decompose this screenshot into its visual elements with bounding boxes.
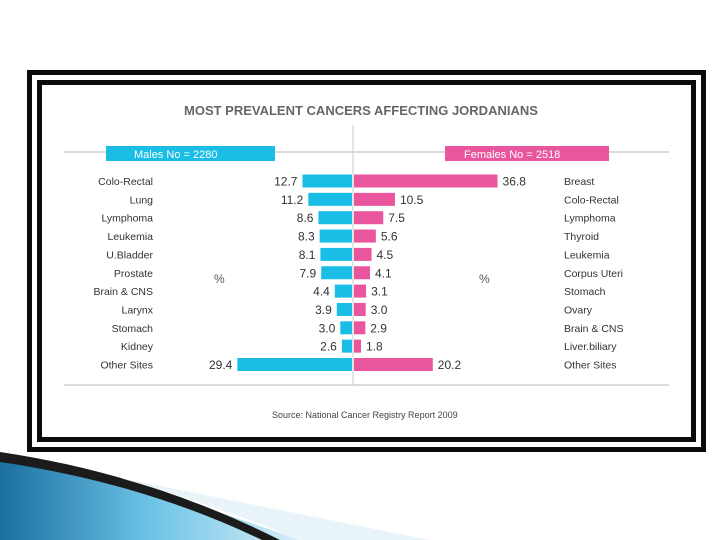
- bars-group: 12.7 Colo-Rectal 11.2 Lung 8.6 Lymphoma 8.3 Leu…: [93, 174, 624, 372]
- female-value-label: 3.1: [371, 285, 388, 299]
- female-category-label: Ovary: [564, 304, 593, 316]
- male-category-label: Kidney: [121, 341, 154, 353]
- female-bar: [354, 211, 384, 225]
- male-bar: [319, 229, 352, 243]
- female-category-label: Stomach: [564, 286, 606, 298]
- female-bar: [354, 339, 362, 353]
- male-category-label: Larynx: [121, 304, 153, 316]
- female-category-label: Leukemia: [564, 249, 610, 261]
- female-category-label: Colo-Rectal: [564, 194, 619, 206]
- male-value-label: 11.2: [281, 193, 304, 207]
- female-bar: [354, 302, 366, 316]
- female-value-label: 10.5: [400, 193, 424, 207]
- females-percent-label: %: [479, 272, 490, 286]
- female-value-label: 4.1: [375, 266, 392, 280]
- female-value-label: 7.5: [388, 211, 405, 225]
- female-bar: [354, 284, 367, 298]
- female-value-label: 2.9: [370, 321, 387, 335]
- male-category-label: Colo-Rectal: [98, 176, 153, 188]
- female-value-label: 20.2: [438, 358, 462, 372]
- male-bar: [302, 174, 352, 188]
- female-value-label: 3.0: [371, 303, 388, 317]
- female-bar: [354, 229, 376, 243]
- female-category-label: Thyroid: [564, 231, 599, 243]
- female-bar: [354, 358, 433, 371]
- male-value-label: 3.9: [315, 303, 332, 317]
- males-percent-label: %: [214, 272, 225, 286]
- male-bar: [308, 192, 352, 206]
- female-value-label: 1.8: [366, 340, 383, 354]
- female-category-label: Other Sites: [564, 360, 617, 372]
- female-bar: [354, 174, 498, 188]
- females-header: Females No = 2518: [464, 149, 560, 161]
- male-category-label: Stomach: [112, 323, 154, 335]
- male-value-label: 3.0: [319, 321, 336, 335]
- female-bar: [354, 321, 366, 335]
- males-header-box: [106, 146, 275, 161]
- female-value-label: 5.6: [381, 230, 398, 244]
- female-value-label: 4.5: [377, 248, 394, 262]
- female-category-label: Breast: [564, 176, 594, 188]
- female-category-label: Lymphoma: [564, 213, 616, 225]
- male-category-label: Lymphoma: [101, 213, 153, 225]
- male-category-label: Other Sites: [100, 360, 153, 372]
- male-bar: [318, 211, 352, 225]
- male-value-label: 7.9: [300, 266, 317, 280]
- male-value-label: 8.3: [298, 230, 315, 244]
- male-category-label: Leukemia: [107, 231, 153, 243]
- male-bar: [334, 284, 352, 298]
- male-category-label: Prostate: [114, 268, 153, 280]
- cancer-chart: MOST PREVALENT CANCERS AFFECTING JORDANI…: [64, 103, 669, 420]
- female-value-label: 36.8: [503, 175, 527, 189]
- female-bar: [354, 192, 395, 206]
- chart-panel: MOST PREVALENT CANCERS AFFECTING JORDANI…: [42, 85, 691, 437]
- male-value-label: 29.4: [209, 358, 233, 372]
- corner-swoosh-blue: [0, 458, 300, 540]
- male-category-label: U.Bladder: [106, 249, 153, 261]
- female-bar: [354, 247, 372, 261]
- male-value-label: 12.7: [274, 175, 298, 189]
- corner-swoosh-dark: [0, 452, 280, 540]
- males-header: Males No = 2280: [134, 149, 217, 161]
- male-category-label: Brain & CNS: [93, 286, 153, 298]
- females-header-box: [445, 146, 609, 161]
- female-category-label: Liver.biliary: [564, 341, 617, 353]
- corner-swoosh-light: [120, 478, 430, 540]
- male-bar: [341, 339, 352, 353]
- female-bar: [354, 266, 370, 280]
- male-bar: [320, 247, 352, 261]
- male-bar: [237, 358, 352, 371]
- male-value-label: 4.4: [313, 285, 330, 299]
- male-value-label: 8.1: [299, 248, 316, 262]
- male-bar: [321, 266, 352, 280]
- male-value-label: 2.6: [320, 340, 337, 354]
- female-category-label: Brain & CNS: [564, 323, 624, 335]
- male-value-label: 8.6: [297, 211, 314, 225]
- male-bar: [340, 321, 352, 335]
- male-bar: [336, 302, 352, 316]
- male-category-label: Lung: [130, 194, 154, 206]
- chart-title: MOST PREVALENT CANCERS AFFECTING JORDANI…: [184, 103, 538, 118]
- female-category-label: Corpus Uteri: [564, 268, 623, 280]
- chart-source: Source: National Cancer Registry Report …: [272, 410, 458, 420]
